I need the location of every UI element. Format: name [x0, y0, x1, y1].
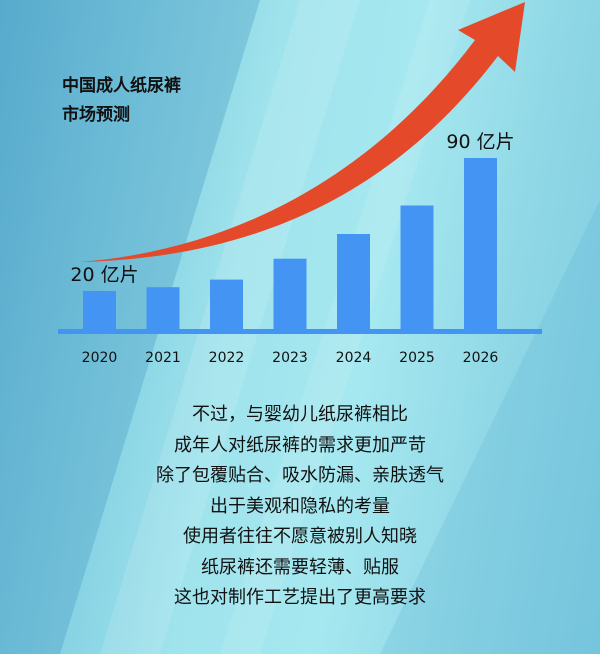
- text-line: 不过，与婴幼儿纸尿裤相比: [192, 404, 408, 425]
- title-line: 市场预测: [62, 105, 130, 125]
- bar-2024: [337, 234, 370, 329]
- text-line: 出于美观和隐私的考量: [210, 495, 390, 517]
- x-tick-label: 2024: [336, 350, 372, 366]
- bar-2023: [273, 258, 307, 329]
- x-tick-label: 2020: [82, 350, 118, 366]
- description-paragraph: 不过，与婴幼儿纸尿裤相比 成年人对纸尿裤的需求更加严苛 除了包覆贴合、吸水防漏、…: [0, 400, 600, 614]
- x-tick-label: 2025: [399, 350, 435, 366]
- title-line: 中国成人纸尿裤: [62, 76, 181, 96]
- x-tick-label: 2023: [272, 350, 308, 366]
- bar-chart: 2020 20 亿片 2021 2022 2023 2024 2025 2026 90 亿片: [58, 2, 542, 366]
- data-label: 90 亿片: [446, 131, 514, 153]
- x-axis-line: [58, 329, 542, 334]
- data-label: 20 亿片: [70, 264, 138, 286]
- bar-2022: [210, 279, 243, 329]
- text-line: 纸尿裤还需要轻薄、贴服: [201, 556, 399, 578]
- bar-2025: [400, 205, 434, 329]
- bar-2026: [464, 158, 497, 329]
- growth-arrow: [80, 2, 525, 262]
- x-tick-label: 2026: [463, 350, 499, 366]
- text-line: 这也对制作工艺提出了更高要求: [174, 587, 426, 608]
- text-line: 使用者往往不愿意被别人知晓: [183, 526, 417, 547]
- x-tick-label: 2021: [145, 350, 181, 366]
- text-line: 成年人对纸尿裤的需求更加严苛: [174, 434, 426, 456]
- bar-2020: [83, 291, 116, 329]
- x-tick-label: 2022: [209, 350, 245, 366]
- chart-title: 中国成人纸尿裤 市场预测: [62, 72, 181, 130]
- text-line: 除了包覆贴合、吸水防漏、亲肤透气: [156, 465, 444, 486]
- bar-2021: [146, 287, 180, 329]
